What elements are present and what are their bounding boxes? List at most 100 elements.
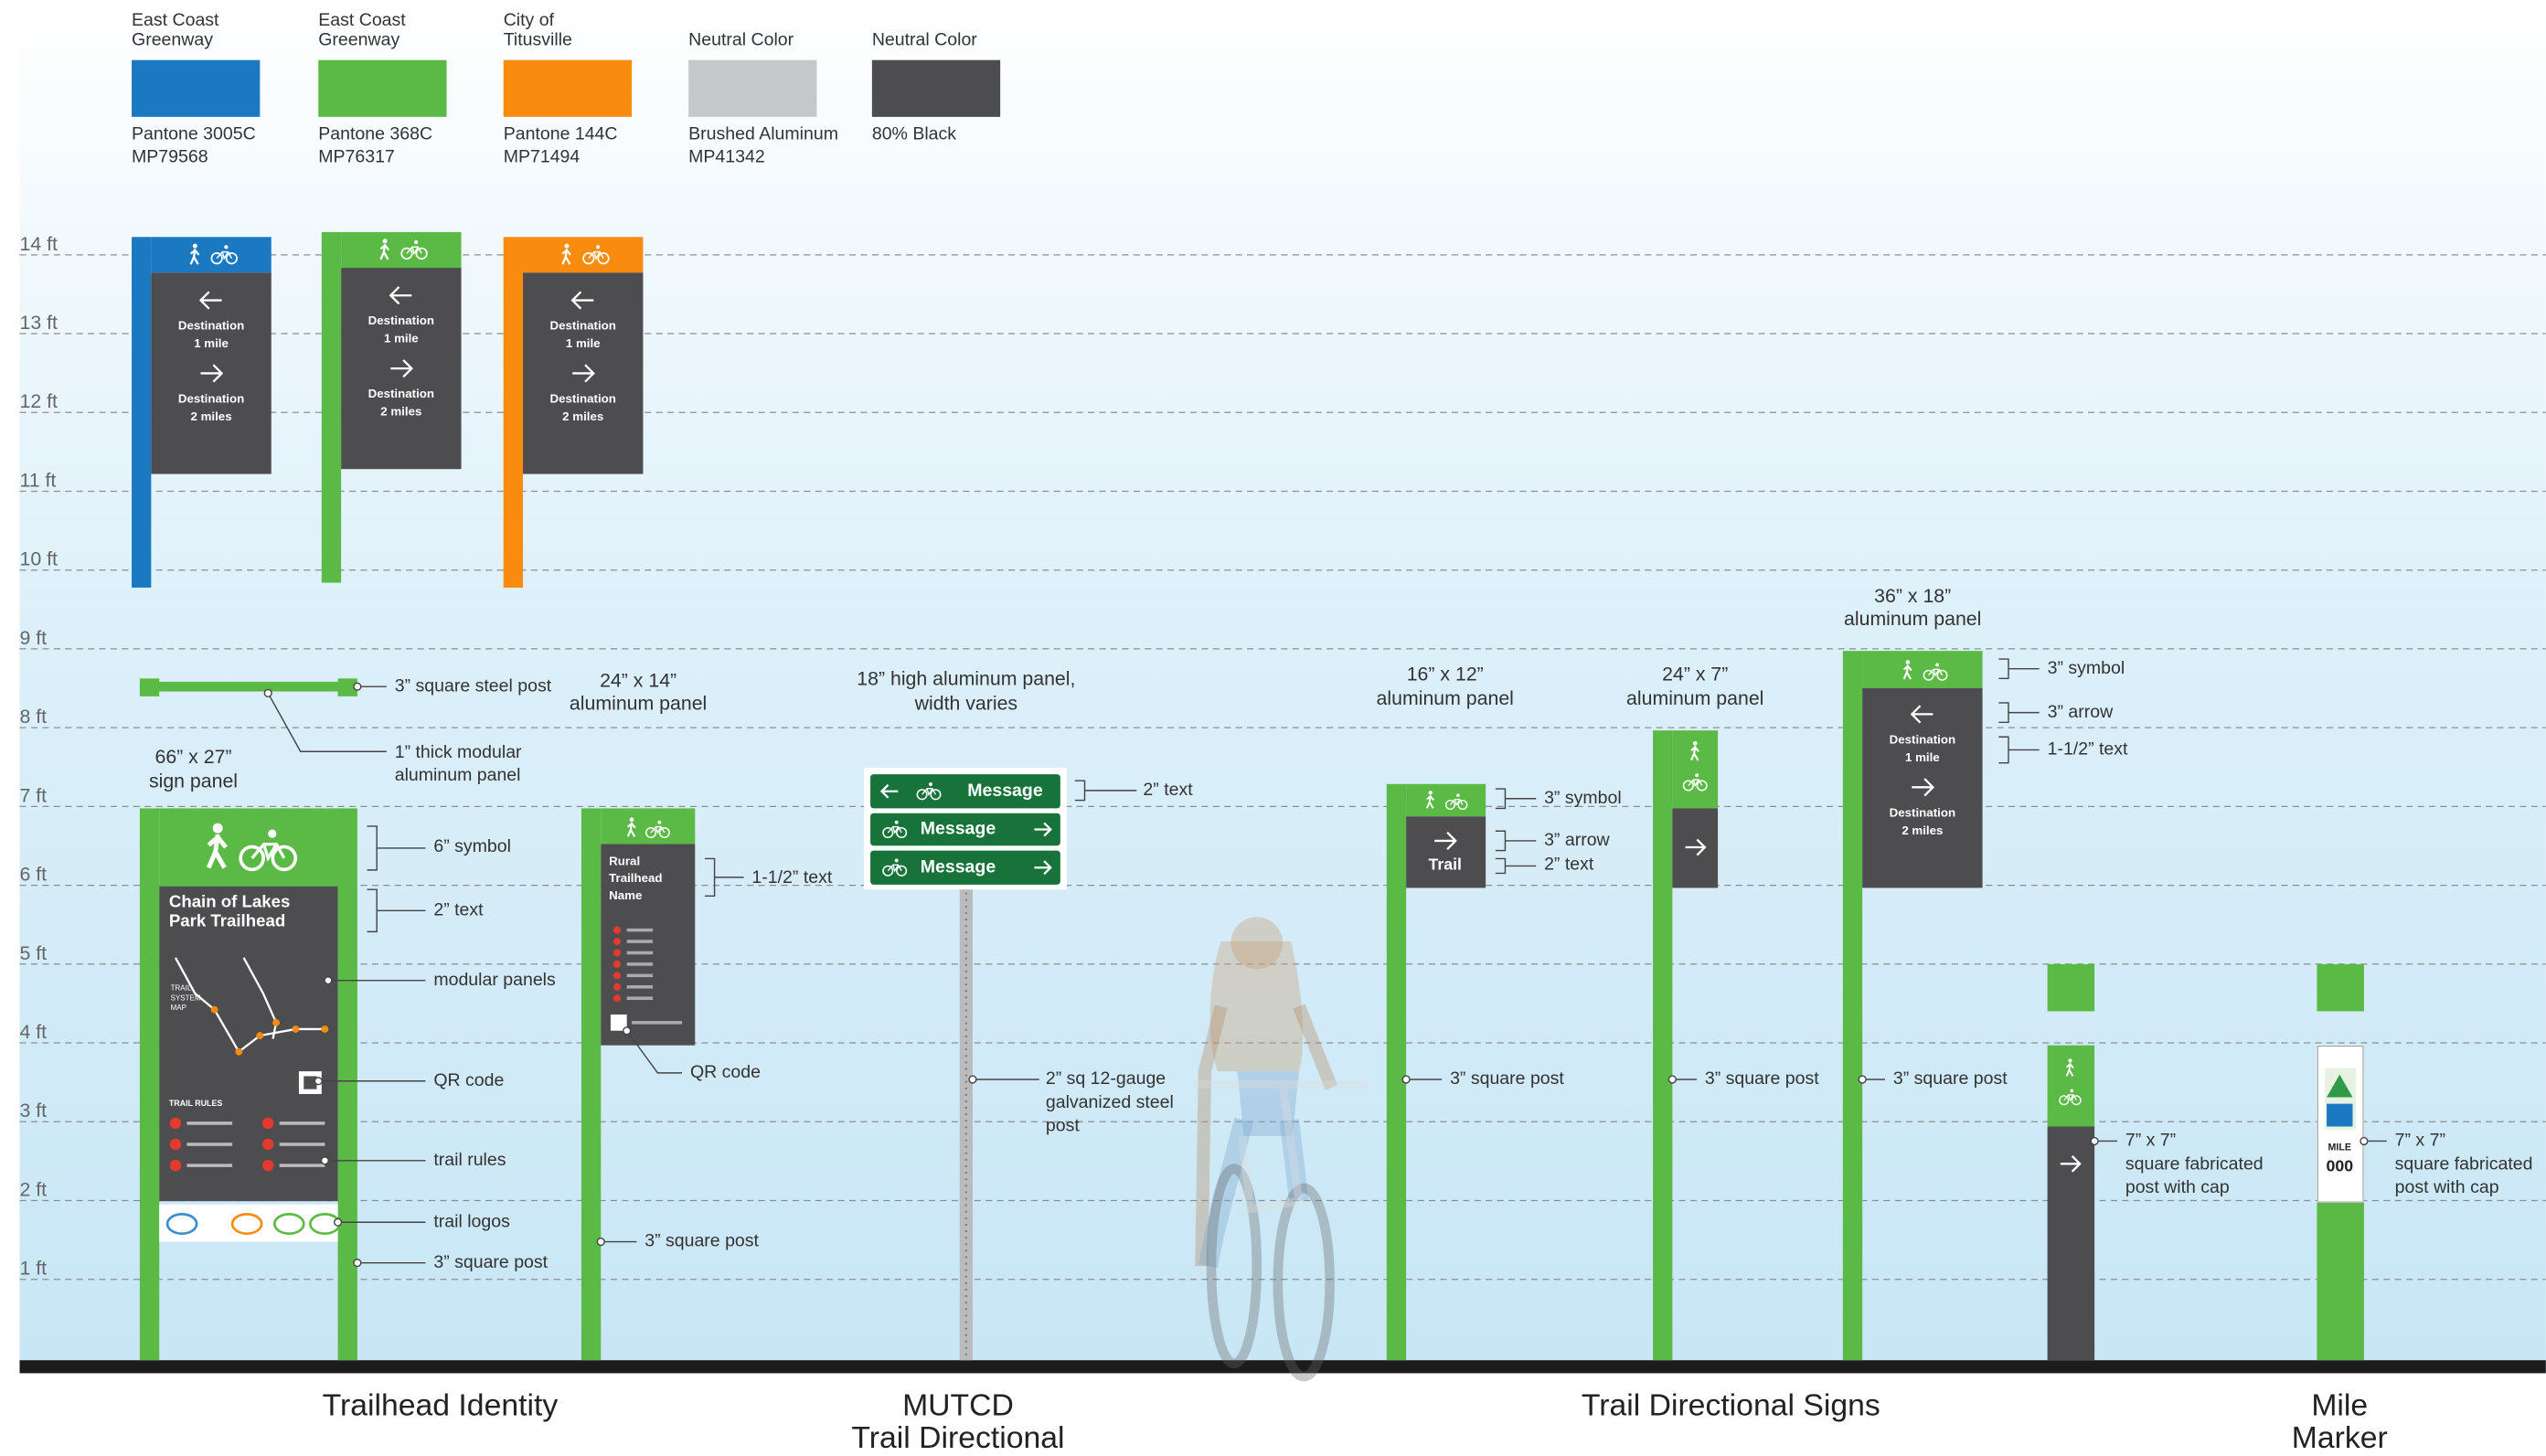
post-cap [2048, 964, 2095, 1012]
panel-text: 2 miles [1902, 824, 1943, 837]
color-swatch [318, 60, 446, 117]
callout: post with cap [2125, 1177, 2230, 1197]
height-label: 3 ft [19, 1100, 47, 1121]
leader-dot [2360, 1138, 2368, 1145]
size-label: 24” x 7” [1662, 663, 1728, 685]
section-title: Marker [2292, 1420, 2388, 1455]
map-label: MAP [171, 1004, 186, 1012]
leader-dot [2091, 1138, 2098, 1145]
swatch-spec: MP71494 [504, 146, 581, 166]
color-swatch [688, 60, 816, 117]
map-point [211, 1006, 218, 1014]
swatch-spec: Brushed Aluminum [688, 124, 838, 144]
section-title: Mile [2311, 1388, 2368, 1423]
rule-text [627, 985, 653, 989]
panel-text: 1 mile [1905, 750, 1940, 764]
callout: 2” text [1544, 855, 1594, 875]
panel-text: 2 miles [191, 409, 232, 423]
bike-icon [268, 829, 276, 837]
mutcd-message: Message [967, 781, 1043, 801]
leader-dot [623, 1027, 631, 1035]
section-title: Trailhead Identity [323, 1388, 559, 1423]
swatch-name: East Coast [318, 10, 406, 30]
callout: 2” text [433, 899, 484, 919]
leader-dot [597, 1238, 604, 1246]
bike-icon [224, 245, 228, 249]
swatch-spec: Pantone 3005C [132, 124, 256, 144]
color-swatch [872, 60, 1000, 117]
map-point [235, 1048, 242, 1056]
sign-header [601, 808, 695, 844]
map-point [272, 1019, 280, 1026]
callout: post with cap [2395, 1177, 2499, 1197]
bike-icon [657, 821, 661, 824]
rule-text [280, 1164, 325, 1167]
sign-post [1653, 730, 1672, 1360]
panel-text: 1 mile [194, 336, 229, 350]
callout: 3” square post [644, 1231, 759, 1251]
rule-icon [262, 1118, 273, 1129]
swatch-spec: Pantone 144C [504, 124, 618, 144]
sign-post [2317, 1203, 2364, 1360]
panel-text: 1 mile [384, 332, 419, 345]
rule-text [627, 996, 653, 1000]
swatch-name: Neutral Color [872, 30, 977, 50]
leader-dot [354, 683, 361, 690]
size-label: 24” x 14” [600, 670, 676, 692]
swatch-name: East Coast [132, 10, 219, 30]
callout: galvanized steel [1046, 1092, 1174, 1112]
rule-icon [170, 1139, 181, 1150]
callout: modular panels [433, 970, 556, 990]
rule-icon [170, 1118, 181, 1129]
rule-text [186, 1142, 232, 1146]
size-label: sign panel [149, 771, 238, 792]
height-label: 9 ft [19, 627, 47, 649]
rule-text [280, 1121, 325, 1125]
panel-title: Name [609, 888, 642, 902]
sign-header [341, 232, 461, 268]
height-label: 1 ft [19, 1258, 47, 1280]
rule-icon [613, 972, 621, 979]
mutcd-message: Message [921, 856, 996, 877]
height-label: 4 ft [19, 1021, 47, 1043]
rule-icon [613, 938, 621, 945]
height-label: 7 ft [19, 784, 47, 806]
callout: trail rules [433, 1150, 506, 1170]
sign-post [132, 237, 151, 588]
ground [19, 1360, 2545, 1373]
panel-text: 1 mile [566, 336, 601, 350]
bike-icon [1456, 793, 1460, 797]
swatch-spec: 80% Black [872, 124, 956, 144]
callout: 7” x 7” [2125, 1131, 2176, 1151]
marker-body [2048, 1126, 2095, 1360]
sign-header [1862, 651, 1982, 688]
bike-icon [929, 782, 932, 786]
callout: 3” arrow [2048, 702, 2114, 722]
sign-header [1406, 784, 1486, 817]
callout: square fabricated [2395, 1153, 2533, 1174]
height-label: 8 ft [19, 706, 47, 728]
bike-icon [1695, 773, 1699, 777]
height-label: 12 ft [19, 390, 58, 412]
swatch-spec: MP41342 [688, 146, 765, 166]
callout: 1-1/2” text [2048, 739, 2128, 760]
swatch-spec: MP79568 [132, 146, 208, 166]
callout: 3” square post [1705, 1068, 1819, 1089]
mile-number: 000 [2326, 1157, 2353, 1175]
map-label: TRAIL [171, 984, 192, 993]
panel-title: Rural [609, 855, 640, 868]
swatch-name: Titusville [504, 30, 572, 50]
mile-label: MILE [2328, 1142, 2351, 1153]
callout: 3” square post [433, 1252, 548, 1272]
size-label: 16” x 12” [1407, 663, 1484, 685]
callout: 3” symbol [2048, 658, 2125, 678]
callout: square fabricated [2125, 1153, 2264, 1174]
leader-dot [335, 1218, 342, 1226]
size-label: 66” x 27” [154, 746, 231, 768]
post-cap [2317, 964, 2364, 1012]
bike-icon [596, 245, 600, 249]
walker-icon [564, 244, 569, 249]
leader-dot [264, 689, 272, 696]
swatch-name: Greenway [318, 30, 399, 50]
walker-icon [2068, 1058, 2072, 1062]
